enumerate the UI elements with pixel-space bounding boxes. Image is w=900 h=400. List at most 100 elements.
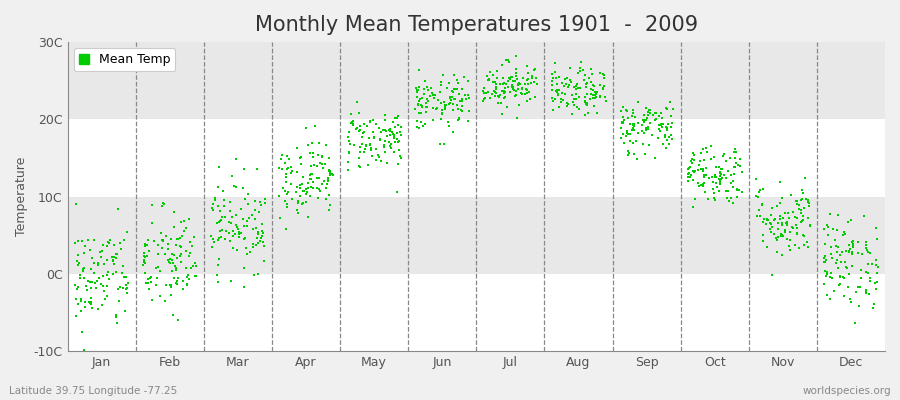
- Point: [310, 185, 324, 191]
- Point: [718, 158, 733, 164]
- Point: [770, 226, 785, 232]
- Point: [94, 254, 109, 260]
- Point: [412, 67, 427, 74]
- Point: [790, 214, 805, 221]
- Point: [724, 172, 738, 178]
- Point: [636, 141, 651, 147]
- Point: [664, 120, 679, 126]
- Point: [120, 290, 134, 296]
- Point: [712, 188, 726, 194]
- Point: [383, 132, 398, 138]
- Point: [308, 123, 322, 130]
- Point: [662, 134, 676, 140]
- Point: [410, 87, 425, 93]
- Point: [446, 94, 460, 100]
- Point: [171, 316, 185, 323]
- Point: [860, 290, 874, 296]
- Point: [243, 249, 257, 255]
- Point: [835, 274, 850, 280]
- Point: [545, 78, 560, 84]
- Point: [653, 120, 668, 127]
- Point: [637, 119, 652, 125]
- Point: [763, 221, 778, 227]
- Point: [170, 255, 184, 262]
- Point: [303, 162, 318, 169]
- Point: [147, 238, 161, 244]
- Point: [205, 204, 220, 211]
- Point: [168, 267, 183, 273]
- Point: [706, 179, 720, 185]
- Point: [99, 272, 113, 278]
- Point: [640, 115, 654, 121]
- Point: [274, 156, 288, 162]
- Point: [378, 117, 392, 123]
- Point: [528, 75, 543, 81]
- Point: [344, 120, 358, 126]
- Title: Monthly Mean Temperatures 1901  -  2009: Monthly Mean Temperatures 1901 - 2009: [255, 15, 698, 35]
- Point: [727, 164, 742, 170]
- Point: [725, 199, 740, 206]
- Point: [296, 174, 310, 180]
- Point: [411, 102, 426, 108]
- Point: [363, 141, 377, 148]
- Point: [728, 163, 742, 170]
- Point: [630, 120, 644, 126]
- Point: [817, 267, 832, 274]
- Point: [412, 96, 427, 102]
- Point: [621, 148, 635, 154]
- Point: [718, 188, 733, 194]
- Point: [70, 300, 85, 307]
- Point: [845, 239, 859, 245]
- Point: [278, 179, 293, 185]
- Point: [71, 262, 86, 268]
- Point: [520, 76, 535, 83]
- Point: [136, 262, 150, 268]
- Point: [769, 235, 783, 241]
- Point: [723, 155, 737, 161]
- Point: [800, 198, 814, 205]
- Point: [112, 284, 127, 290]
- Point: [515, 85, 529, 91]
- Point: [223, 198, 238, 205]
- Point: [626, 122, 641, 128]
- Point: [100, 292, 114, 299]
- Point: [150, 274, 165, 281]
- Point: [546, 107, 561, 113]
- Point: [832, 273, 847, 280]
- Point: [796, 190, 811, 196]
- Point: [449, 86, 464, 92]
- Point: [790, 230, 805, 236]
- Point: [756, 219, 770, 226]
- Point: [393, 129, 408, 136]
- Point: [100, 243, 114, 250]
- Point: [241, 190, 256, 197]
- Point: [819, 273, 833, 279]
- Point: [454, 107, 468, 114]
- Point: [555, 97, 570, 103]
- Point: [150, 264, 165, 270]
- Point: [843, 217, 858, 224]
- Point: [567, 96, 581, 102]
- Point: [248, 207, 263, 214]
- Point: [230, 184, 244, 190]
- Point: [770, 234, 785, 240]
- Point: [756, 186, 770, 192]
- Point: [154, 229, 168, 236]
- Point: [211, 202, 225, 209]
- Point: [301, 142, 315, 148]
- Point: [549, 80, 563, 87]
- Point: [701, 196, 716, 202]
- Point: [188, 263, 202, 270]
- Point: [486, 72, 500, 78]
- Point: [580, 80, 594, 86]
- Point: [477, 96, 491, 102]
- Point: [519, 90, 534, 96]
- Bar: [68, 42, 885, 119]
- Point: [91, 262, 105, 269]
- Point: [616, 114, 630, 120]
- Point: [830, 248, 844, 255]
- Point: [74, 296, 88, 302]
- Point: [619, 130, 634, 136]
- Point: [501, 57, 516, 63]
- Point: [72, 260, 86, 266]
